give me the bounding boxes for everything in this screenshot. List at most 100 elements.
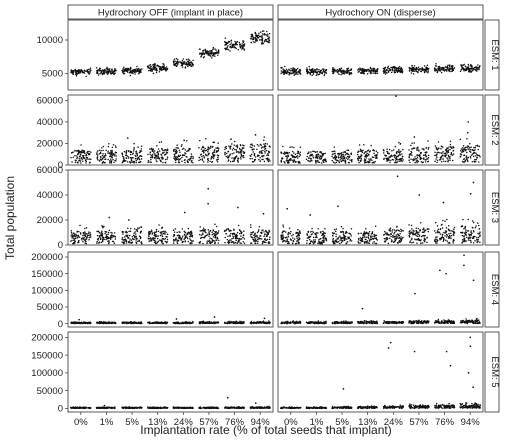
data-point: [115, 146, 117, 149]
data-point: [236, 242, 238, 244]
outlier-point: [128, 219, 130, 221]
data-point: [387, 157, 389, 159]
data-point: [374, 242, 376, 245]
data-point: [75, 159, 77, 162]
data-point: [162, 63, 164, 65]
data-point: [399, 67, 402, 70]
data-point: [347, 153, 350, 156]
data-point: [263, 160, 266, 163]
data-point: [115, 151, 117, 154]
data-point: [137, 227, 139, 230]
data-point: [470, 154, 473, 156]
data-point: [459, 156, 461, 158]
data-point: [346, 69, 348, 72]
data-point: [153, 67, 156, 70]
data-point: [287, 71, 289, 73]
data-point: [314, 156, 317, 159]
data-point: [207, 229, 210, 231]
data-point: [176, 63, 179, 66]
data-point: [376, 68, 379, 70]
data-point: [337, 71, 339, 74]
data-point: [131, 238, 134, 240]
data-point: [418, 69, 420, 72]
data-point: [362, 234, 365, 237]
data-point: [467, 63, 470, 66]
data-point: [163, 68, 165, 70]
data-point: [286, 156, 288, 159]
data-point: [436, 225, 439, 227]
data-point: [97, 74, 100, 76]
data-point: [102, 149, 104, 152]
data-point: [261, 39, 264, 41]
data-point: [192, 157, 194, 160]
data-point: [209, 145, 212, 148]
data-point: [200, 56, 202, 58]
data-point: [311, 160, 313, 162]
data-point: [184, 149, 187, 151]
data-point: [102, 152, 104, 155]
data-point: [83, 234, 86, 237]
data-point: [263, 238, 266, 241]
data-point: [206, 240, 209, 242]
data-point: [227, 228, 230, 230]
y-tick-label: 20000: [37, 215, 63, 226]
data-point: [110, 160, 113, 162]
data-point: [212, 230, 214, 232]
data-point: [181, 63, 184, 65]
data-point: [340, 225, 343, 228]
data-point: [206, 51, 209, 54]
data-point: [183, 60, 185, 63]
row-label: ESM: 1: [489, 39, 500, 70]
data-point: [258, 145, 260, 147]
data-point: [127, 227, 129, 230]
data-point: [410, 232, 413, 234]
data-point: [363, 152, 365, 155]
data-point: [152, 72, 155, 74]
data-point: [436, 159, 439, 162]
data-point: [237, 160, 239, 162]
data-point: [225, 147, 228, 150]
data-point: [76, 161, 79, 163]
data-point: [187, 158, 189, 161]
data-point: [452, 68, 455, 71]
data-point: [88, 231, 90, 233]
data-point: [427, 148, 430, 150]
data-point: [72, 69, 75, 72]
data-point: [164, 237, 167, 240]
data-point: [317, 228, 319, 230]
data-point: [215, 225, 218, 228]
data-point: [409, 161, 411, 164]
data-point: [373, 156, 375, 159]
data-point: [123, 150, 126, 153]
data-point: [309, 157, 312, 160]
data-point: [129, 71, 132, 73]
data-point: [410, 158, 412, 161]
data-point: [77, 149, 80, 151]
data-point: [125, 149, 128, 152]
data-point: [74, 240, 76, 242]
data-point: [395, 230, 397, 232]
data-point: [90, 151, 92, 153]
data-point: [140, 241, 143, 243]
data-point: [252, 41, 255, 43]
data-point: [335, 155, 338, 158]
data-point: [107, 71, 109, 74]
data-point: [306, 67, 308, 69]
data-point: [190, 61, 192, 63]
data-point: [344, 151, 346, 154]
data-point: [421, 231, 424, 234]
data-point: [227, 159, 230, 161]
data-point: [188, 59, 191, 61]
data-point: [333, 71, 335, 73]
data-point: [421, 68, 424, 70]
data-point: [363, 144, 365, 146]
data-point: [332, 239, 334, 241]
data-point: [334, 69, 336, 72]
data-point: [75, 155, 78, 157]
data-point: [181, 241, 184, 243]
data-point: [174, 63, 177, 66]
data-point: [419, 158, 422, 161]
data-point: [312, 236, 315, 239]
data-point: [110, 153, 113, 156]
data-point: [70, 234, 72, 237]
